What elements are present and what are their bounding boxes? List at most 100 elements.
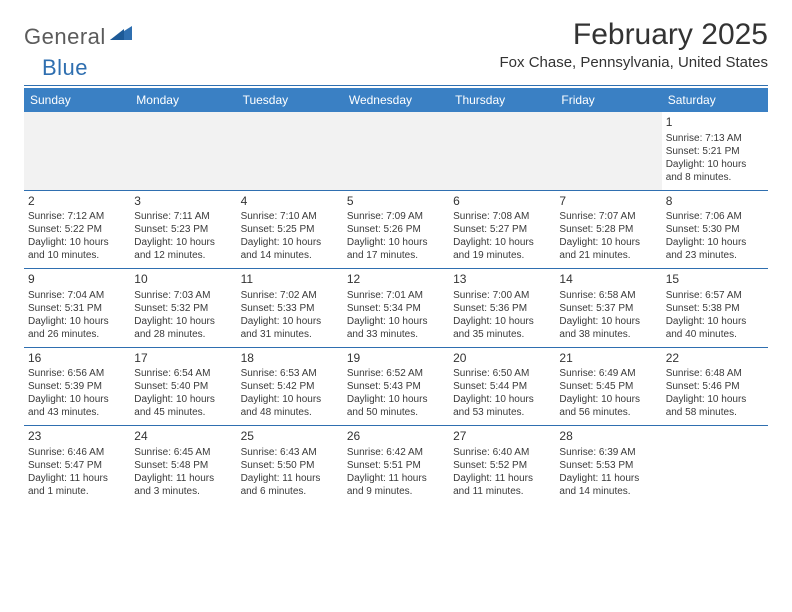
sunset-line: Sunset: 5:53 PM [559, 459, 657, 472]
calendar-cell [130, 112, 236, 190]
calendar-cell: 8Sunrise: 7:06 AMSunset: 5:30 PMDaylight… [662, 190, 768, 269]
sunset-line: Sunset: 5:52 PM [453, 459, 551, 472]
daylight-line: Daylight: 10 hours and 8 minutes. [666, 158, 764, 184]
sunset-line: Sunset: 5:40 PM [134, 380, 232, 393]
daylight-line: Daylight: 10 hours and 23 minutes. [666, 236, 764, 262]
sunrise-line: Sunrise: 6:49 AM [559, 367, 657, 380]
sunset-line: Sunset: 5:39 PM [28, 380, 126, 393]
calendar-cell: 14Sunrise: 6:58 AMSunset: 5:37 PMDayligh… [555, 269, 661, 348]
calendar-week: 23Sunrise: 6:46 AMSunset: 5:47 PMDayligh… [24, 426, 768, 504]
day-number: 6 [453, 194, 551, 210]
sunset-line: Sunset: 5:51 PM [347, 459, 445, 472]
sunset-line: Sunset: 5:26 PM [347, 223, 445, 236]
calendar-week: 1Sunrise: 7:13 AMSunset: 5:21 PMDaylight… [24, 112, 768, 190]
sunset-line: Sunset: 5:44 PM [453, 380, 551, 393]
day-number: 26 [347, 429, 445, 445]
daylight-line: Daylight: 11 hours and 6 minutes. [241, 472, 339, 498]
calendar-cell: 20Sunrise: 6:50 AMSunset: 5:44 PMDayligh… [449, 347, 555, 426]
daylight-line: Daylight: 11 hours and 11 minutes. [453, 472, 551, 498]
sunrise-line: Sunrise: 7:10 AM [241, 210, 339, 223]
brand-part2: Blue [42, 55, 88, 81]
calendar-cell [662, 426, 768, 504]
calendar-cell: 27Sunrise: 6:40 AMSunset: 5:52 PMDayligh… [449, 426, 555, 504]
day-number: 20 [453, 351, 551, 367]
sunrise-line: Sunrise: 6:42 AM [347, 446, 445, 459]
sunrise-line: Sunrise: 7:03 AM [134, 289, 232, 302]
daylight-line: Daylight: 10 hours and 56 minutes. [559, 393, 657, 419]
day-number: 18 [241, 351, 339, 367]
daylight-line: Daylight: 10 hours and 14 minutes. [241, 236, 339, 262]
day-number: 8 [666, 194, 764, 210]
sunset-line: Sunset: 5:31 PM [28, 302, 126, 315]
sunset-line: Sunset: 5:33 PM [241, 302, 339, 315]
day-number: 9 [28, 272, 126, 288]
calendar-page: General February 2025 Fox Chase, Pennsyl… [0, 0, 792, 504]
calendar-cell: 9Sunrise: 7:04 AMSunset: 5:31 PMDaylight… [24, 269, 130, 348]
day-number: 21 [559, 351, 657, 367]
sunset-line: Sunset: 5:45 PM [559, 380, 657, 393]
calendar-cell: 19Sunrise: 6:52 AMSunset: 5:43 PMDayligh… [343, 347, 449, 426]
calendar-cell: 6Sunrise: 7:08 AMSunset: 5:27 PMDaylight… [449, 190, 555, 269]
calendar-cell: 17Sunrise: 6:54 AMSunset: 5:40 PMDayligh… [130, 347, 236, 426]
calendar-cell [237, 112, 343, 190]
location-subtitle: Fox Chase, Pennsylvania, United States [500, 54, 768, 71]
brand-part1: General [24, 24, 106, 50]
day-number: 5 [347, 194, 445, 210]
day-number: 2 [28, 194, 126, 210]
day-number: 13 [453, 272, 551, 288]
day-number: 3 [134, 194, 232, 210]
sunrise-line: Sunrise: 6:40 AM [453, 446, 551, 459]
daylight-line: Daylight: 10 hours and 31 minutes. [241, 315, 339, 341]
sunrise-line: Sunrise: 7:01 AM [347, 289, 445, 302]
sunset-line: Sunset: 5:36 PM [453, 302, 551, 315]
daylight-line: Daylight: 10 hours and 10 minutes. [28, 236, 126, 262]
day-number: 4 [241, 194, 339, 210]
col-wednesday: Wednesday [343, 88, 449, 112]
col-tuesday: Tuesday [237, 88, 343, 112]
daylight-line: Daylight: 10 hours and 26 minutes. [28, 315, 126, 341]
sunrise-line: Sunrise: 6:39 AM [559, 446, 657, 459]
calendar-cell [449, 112, 555, 190]
col-sunday: Sunday [24, 88, 130, 112]
daylight-line: Daylight: 10 hours and 40 minutes. [666, 315, 764, 341]
day-number: 27 [453, 429, 551, 445]
calendar-table: Sunday Monday Tuesday Wednesday Thursday… [24, 88, 768, 504]
sunrise-line: Sunrise: 6:45 AM [134, 446, 232, 459]
calendar-week: 9Sunrise: 7:04 AMSunset: 5:31 PMDaylight… [24, 269, 768, 348]
sunset-line: Sunset: 5:42 PM [241, 380, 339, 393]
sunset-line: Sunset: 5:28 PM [559, 223, 657, 236]
calendar-cell: 23Sunrise: 6:46 AMSunset: 5:47 PMDayligh… [24, 426, 130, 504]
calendar-week: 16Sunrise: 6:56 AMSunset: 5:39 PMDayligh… [24, 347, 768, 426]
sunrise-line: Sunrise: 6:53 AM [241, 367, 339, 380]
daylight-line: Daylight: 11 hours and 3 minutes. [134, 472, 232, 498]
calendar-cell: 15Sunrise: 6:57 AMSunset: 5:38 PMDayligh… [662, 269, 768, 348]
daylight-line: Daylight: 10 hours and 17 minutes. [347, 236, 445, 262]
calendar-head: Sunday Monday Tuesday Wednesday Thursday… [24, 88, 768, 112]
calendar-cell: 10Sunrise: 7:03 AMSunset: 5:32 PMDayligh… [130, 269, 236, 348]
daylight-line: Daylight: 10 hours and 45 minutes. [134, 393, 232, 419]
daylight-line: Daylight: 10 hours and 48 minutes. [241, 393, 339, 419]
sunrise-line: Sunrise: 7:02 AM [241, 289, 339, 302]
calendar-cell: 2Sunrise: 7:12 AMSunset: 5:22 PMDaylight… [24, 190, 130, 269]
calendar-cell: 28Sunrise: 6:39 AMSunset: 5:53 PMDayligh… [555, 426, 661, 504]
calendar-cell: 26Sunrise: 6:42 AMSunset: 5:51 PMDayligh… [343, 426, 449, 504]
day-number: 12 [347, 272, 445, 288]
sunrise-line: Sunrise: 6:57 AM [666, 289, 764, 302]
sunset-line: Sunset: 5:27 PM [453, 223, 551, 236]
sunrise-line: Sunrise: 6:54 AM [134, 367, 232, 380]
daylight-line: Daylight: 10 hours and 53 minutes. [453, 393, 551, 419]
sunrise-line: Sunrise: 6:58 AM [559, 289, 657, 302]
day-number: 24 [134, 429, 232, 445]
day-number: 7 [559, 194, 657, 210]
brand-mark-icon [110, 24, 132, 45]
calendar-cell: 11Sunrise: 7:02 AMSunset: 5:33 PMDayligh… [237, 269, 343, 348]
sunset-line: Sunset: 5:38 PM [666, 302, 764, 315]
col-monday: Monday [130, 88, 236, 112]
daylight-line: Daylight: 10 hours and 28 minutes. [134, 315, 232, 341]
calendar-cell: 3Sunrise: 7:11 AMSunset: 5:23 PMDaylight… [130, 190, 236, 269]
sunset-line: Sunset: 5:50 PM [241, 459, 339, 472]
daylight-line: Daylight: 11 hours and 9 minutes. [347, 472, 445, 498]
calendar-cell: 5Sunrise: 7:09 AMSunset: 5:26 PMDaylight… [343, 190, 449, 269]
calendar-cell: 21Sunrise: 6:49 AMSunset: 5:45 PMDayligh… [555, 347, 661, 426]
sunset-line: Sunset: 5:32 PM [134, 302, 232, 315]
